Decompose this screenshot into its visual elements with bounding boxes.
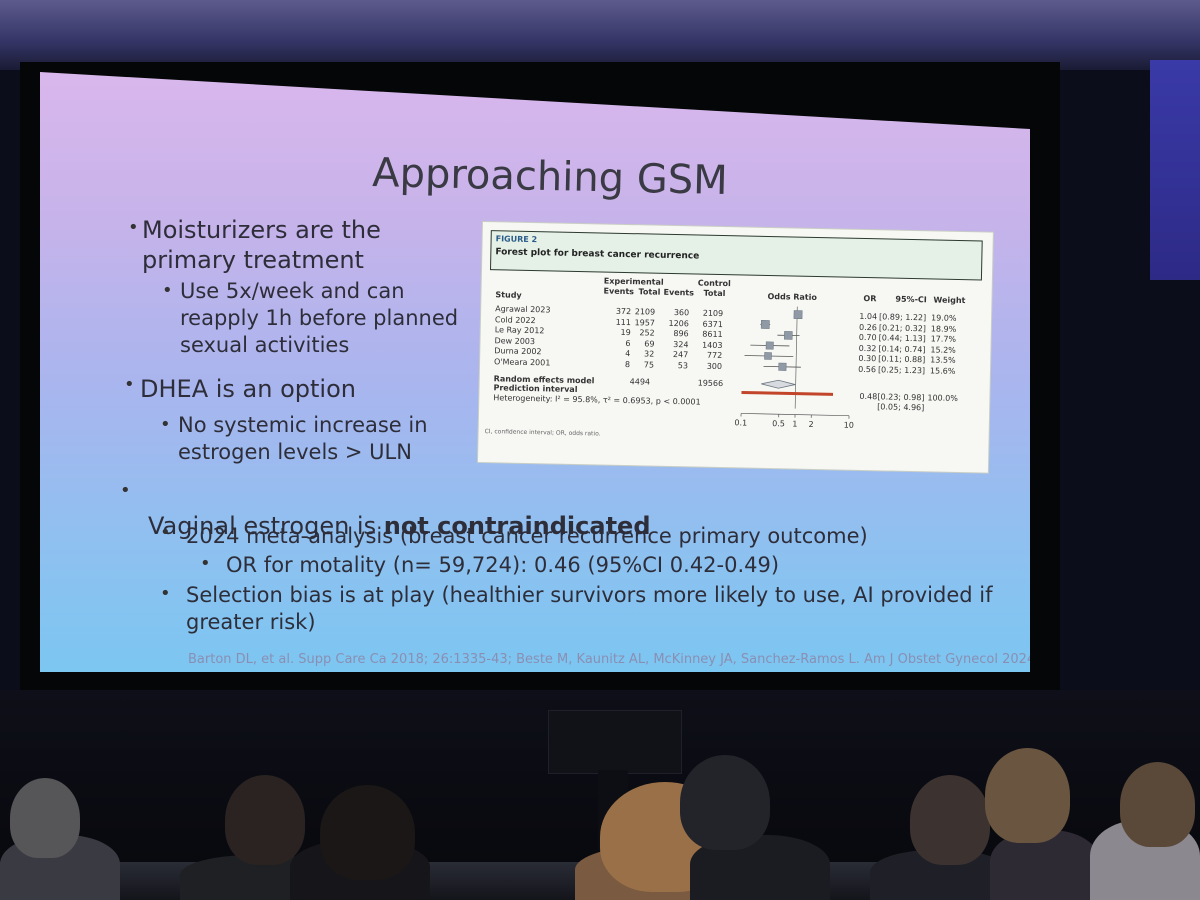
- bullet-marker: •: [120, 480, 131, 501]
- x-tick-label: 10: [844, 421, 854, 430]
- study-box: [760, 320, 770, 329]
- audience-head: [1120, 762, 1195, 847]
- bullet-marker: •: [128, 217, 139, 238]
- bullet-marker: •: [200, 553, 211, 574]
- forest-plot-figure: FIGURE 2 Forest plot for breast cancer r…: [477, 222, 993, 473]
- bullet-no-systemic: No systemic increase in estrogen levels …: [178, 413, 428, 464]
- bullet-usage: Use 5x/week and can reapply 1h before pl…: [180, 279, 459, 357]
- study-box: [764, 352, 772, 360]
- bullet-marker: •: [160, 414, 171, 435]
- x-tick-label: 2: [808, 420, 813, 429]
- study-box: [778, 362, 787, 371]
- bullet-marker: •: [160, 522, 171, 543]
- audience-head: [910, 775, 990, 865]
- bullet-vaginal-estrogen-text: Vaginal estrogen is: [148, 512, 384, 540]
- bullet-or-mortality: OR for motality (n= 59,724): 0.46 (95%CI…: [226, 553, 780, 577]
- bullet-vaginal-estrogen: Vaginal estrogen is not contraindicated: [148, 481, 651, 541]
- bullet-marker: •: [124, 374, 135, 395]
- side-wall: [1150, 60, 1200, 280]
- x-tick-label: 0.5: [772, 419, 785, 428]
- audience-head: [985, 748, 1070, 843]
- projected-slide: Approaching GSM • Moisturizers are the p…: [40, 72, 1030, 672]
- audience-head: [225, 775, 305, 865]
- stage-speaker: [548, 710, 682, 774]
- study-box: [784, 331, 793, 340]
- forest-plot-chart: 0.1 0.5 1 2 10: [734, 306, 854, 430]
- slide-citation: Barton DL, et al. Supp Care Ca 2018; 26:…: [188, 652, 1123, 667]
- slide-title: Approaching GSM: [371, 149, 729, 205]
- x-tick-label: 0.1: [734, 418, 747, 427]
- audience-member: [990, 830, 1100, 900]
- bullet-marker: •: [162, 280, 173, 301]
- prediction-interval-bar: [741, 390, 834, 396]
- audience-head: [10, 778, 80, 858]
- study-box: [793, 310, 803, 320]
- audience-head: [680, 755, 770, 850]
- bullet-marker: •: [160, 583, 171, 604]
- bullet-vaginal-estrogen-bold: not contraindicated: [383, 512, 651, 540]
- bullet-moisturizers: Moisturizers are the primary treatment: [142, 216, 381, 274]
- audience-head: [320, 785, 415, 880]
- bullet-selection-bias: Selection bias is at play (healthier sur…: [186, 583, 993, 634]
- study-box: [765, 341, 774, 350]
- bullet-dhea: DHEA is an option: [140, 375, 356, 403]
- random-effects-diamond: [761, 379, 796, 389]
- null-line: [794, 306, 798, 409]
- x-tick-label: 1: [792, 420, 797, 429]
- ceiling: [0, 0, 1200, 70]
- bullet-meta-analysis: 2024 meta-analysis (breast cancer recurr…: [186, 524, 868, 548]
